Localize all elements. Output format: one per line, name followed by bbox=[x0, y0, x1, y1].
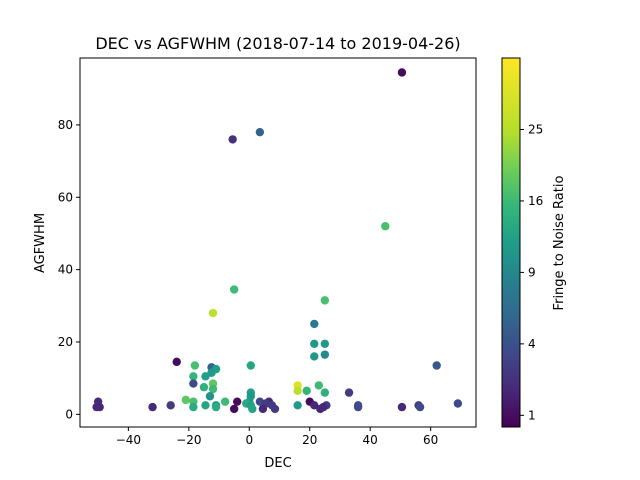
scatter-point bbox=[320, 296, 330, 305]
scatter-point bbox=[310, 319, 319, 329]
scatter-point bbox=[201, 401, 210, 410]
colorbar-tick-label: 1 bbox=[528, 408, 536, 422]
scatter-point bbox=[432, 361, 441, 370]
scatter-point bbox=[201, 372, 210, 381]
scatter-point bbox=[228, 135, 237, 144]
x-tick-label: −40 bbox=[116, 433, 141, 447]
scatter-point bbox=[172, 357, 181, 367]
scatter-point bbox=[293, 401, 302, 410]
scatter-point bbox=[302, 386, 311, 396]
colorbar-tick-label: 4 bbox=[528, 337, 536, 351]
scatter-point bbox=[189, 402, 198, 412]
scatter-point bbox=[270, 404, 280, 414]
scatter-point bbox=[199, 383, 209, 392]
scatter-point bbox=[207, 368, 216, 377]
scatter-point bbox=[248, 404, 257, 414]
colorbar-tick-label: 16 bbox=[528, 194, 543, 208]
x-tick-label: 60 bbox=[423, 433, 438, 447]
chart-title: DEC vs AGFWHM (2018-07-14 to 2019-04-26) bbox=[95, 34, 460, 53]
y-axis-ticks: 0 20 40 60 80 bbox=[58, 118, 80, 421]
scatter-point bbox=[229, 285, 239, 294]
plot-frame bbox=[79, 57, 477, 428]
scatter-point bbox=[397, 68, 407, 77]
colorbar-ticks: 1 4 9 16 25 bbox=[520, 122, 543, 422]
y-tick-label: 40 bbox=[58, 263, 73, 277]
y-axis-label: AGFWHM bbox=[33, 213, 48, 273]
x-tick-label: −20 bbox=[176, 433, 201, 447]
scatter-point bbox=[208, 384, 218, 394]
scatter-point bbox=[381, 222, 390, 231]
y-tick-label: 80 bbox=[58, 118, 73, 132]
scatter-point bbox=[397, 402, 407, 412]
scatter-point bbox=[255, 127, 265, 137]
scatter-point bbox=[310, 401, 319, 410]
scatter-point bbox=[310, 352, 319, 361]
scatter-point bbox=[320, 350, 330, 359]
scatter-point bbox=[232, 397, 242, 406]
scatter-point bbox=[189, 372, 198, 381]
colorbar-label: Fringe to Noise Ratio bbox=[552, 176, 567, 311]
colorbar-tick-label: 25 bbox=[528, 122, 543, 136]
x-tick-label: 0 bbox=[245, 433, 253, 447]
scatter-point bbox=[205, 392, 215, 401]
points-layer bbox=[92, 68, 463, 414]
scatter-point bbox=[344, 388, 354, 397]
scatter-point bbox=[148, 402, 157, 412]
x-tick-label: 40 bbox=[363, 433, 378, 447]
scatter-point bbox=[293, 386, 302, 396]
colorbar-tick-label: 9 bbox=[528, 265, 536, 279]
y-tick-label: 20 bbox=[58, 335, 73, 349]
x-tick-label: 20 bbox=[302, 433, 317, 447]
scatter-point bbox=[258, 404, 268, 414]
y-tick-label: 60 bbox=[58, 190, 73, 204]
scatter-point bbox=[415, 402, 425, 412]
scatter-point bbox=[353, 402, 363, 412]
scatter-point bbox=[220, 397, 230, 406]
scatter-point bbox=[95, 402, 104, 412]
scatter-point bbox=[181, 395, 190, 405]
scatter-point bbox=[211, 402, 221, 412]
scatter-point bbox=[166, 401, 175, 410]
scatter-point bbox=[208, 308, 218, 318]
colorbar bbox=[501, 57, 521, 428]
scatter-point bbox=[189, 379, 198, 388]
scatter-point bbox=[453, 399, 463, 408]
scatter-point bbox=[320, 388, 330, 397]
scatter-point bbox=[310, 339, 319, 348]
scatter-point bbox=[320, 339, 330, 348]
x-axis-label: DEC bbox=[264, 456, 291, 471]
scatter-point bbox=[190, 361, 200, 370]
x-axis-ticks: −40 −20 0 20 40 60 bbox=[116, 427, 438, 447]
scatter-point bbox=[319, 402, 328, 412]
scatter-point bbox=[314, 381, 324, 390]
y-tick-label: 0 bbox=[65, 407, 73, 421]
scatter-point bbox=[246, 361, 255, 370]
scatter-point bbox=[229, 404, 239, 414]
